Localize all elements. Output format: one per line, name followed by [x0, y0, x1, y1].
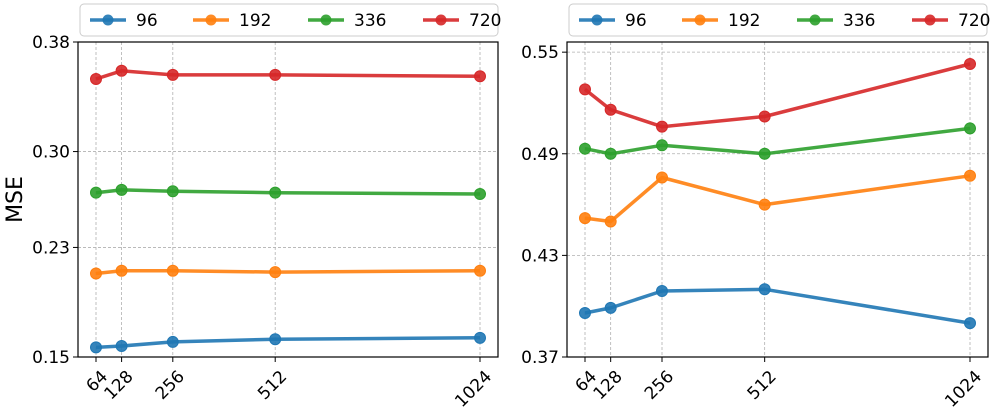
- legend: 96 192 336 720: [568, 3, 990, 37]
- legend-label-192: 192: [239, 11, 271, 31]
- data-point-96: [269, 333, 282, 346]
- data-point-720: [604, 103, 617, 116]
- data-point-192: [269, 266, 282, 279]
- data-point-336: [474, 188, 486, 201]
- data-point-192: [604, 215, 617, 228]
- data-point-96: [758, 283, 771, 296]
- data-point-96: [964, 317, 976, 330]
- data-point-336: [90, 186, 102, 199]
- data-point-192: [579, 212, 591, 225]
- data-point-96: [656, 284, 668, 297]
- data-point-720: [758, 110, 771, 123]
- y-tick-label: 0.23: [32, 238, 70, 258]
- legend-label-720: 720: [958, 11, 990, 31]
- data-point-96: [166, 335, 179, 348]
- legend-marker-192: [205, 14, 217, 26]
- legend-marker-336: [809, 14, 821, 26]
- data-point-720: [115, 64, 128, 77]
- data-point-720: [964, 58, 976, 71]
- data-point-192: [90, 267, 102, 280]
- legend-label-96: 96: [136, 11, 158, 31]
- plot-frame: [566, 41, 989, 358]
- data-point-336: [166, 185, 179, 198]
- data-point-96: [474, 331, 486, 344]
- data-point-720: [474, 70, 486, 83]
- data-point-96: [90, 341, 102, 354]
- legend-marker-720: [435, 14, 447, 26]
- legend-box: [568, 3, 988, 37]
- legend: 96 192 336 720: [79, 3, 501, 37]
- y-tick-label: 0.15: [32, 348, 70, 368]
- data-point-96: [579, 306, 591, 319]
- data-point-720: [166, 68, 179, 81]
- legend-marker-336: [320, 14, 332, 26]
- data-point-192: [474, 264, 486, 277]
- legend-marker-192: [694, 14, 706, 26]
- legend-label-192: 192: [728, 11, 760, 31]
- legend-label-336: 336: [354, 11, 386, 31]
- data-point-336: [269, 186, 282, 199]
- data-point-336: [579, 142, 591, 155]
- data-point-192: [115, 264, 128, 277]
- data-point-720: [656, 120, 668, 133]
- data-point-720: [90, 72, 102, 85]
- plot-frame: [77, 41, 499, 358]
- data-point-336: [964, 122, 976, 135]
- data-point-720: [269, 68, 282, 81]
- data-point-96: [604, 301, 617, 314]
- legend-marker-720: [924, 14, 936, 26]
- data-point-192: [964, 169, 976, 182]
- legend-marker-96: [102, 14, 114, 26]
- legend-label-96: 96: [625, 11, 647, 31]
- y-tick-label: 0.38: [32, 33, 70, 53]
- data-point-192: [166, 264, 179, 277]
- legend-label-720: 720: [469, 11, 501, 31]
- data-point-720: [579, 83, 591, 96]
- data-point-336: [656, 139, 668, 152]
- y-tick-label: 0.37: [521, 348, 559, 368]
- y-tick-label: 0.55: [521, 43, 559, 63]
- y-tick-label: 0.49: [521, 145, 559, 165]
- data-point-336: [758, 147, 771, 160]
- y-tick-label: 0.30: [32, 143, 70, 163]
- legend-marker-96: [591, 14, 603, 26]
- legend-label-336: 336: [843, 11, 875, 31]
- legend-box: [79, 3, 499, 37]
- data-point-96: [115, 340, 128, 353]
- data-point-336: [604, 147, 617, 160]
- data-point-192: [758, 198, 771, 211]
- y-axis-label: MSE: [3, 176, 28, 223]
- y-tick-label: 0.43: [521, 246, 559, 266]
- data-point-336: [115, 183, 128, 196]
- data-point-192: [656, 171, 668, 184]
